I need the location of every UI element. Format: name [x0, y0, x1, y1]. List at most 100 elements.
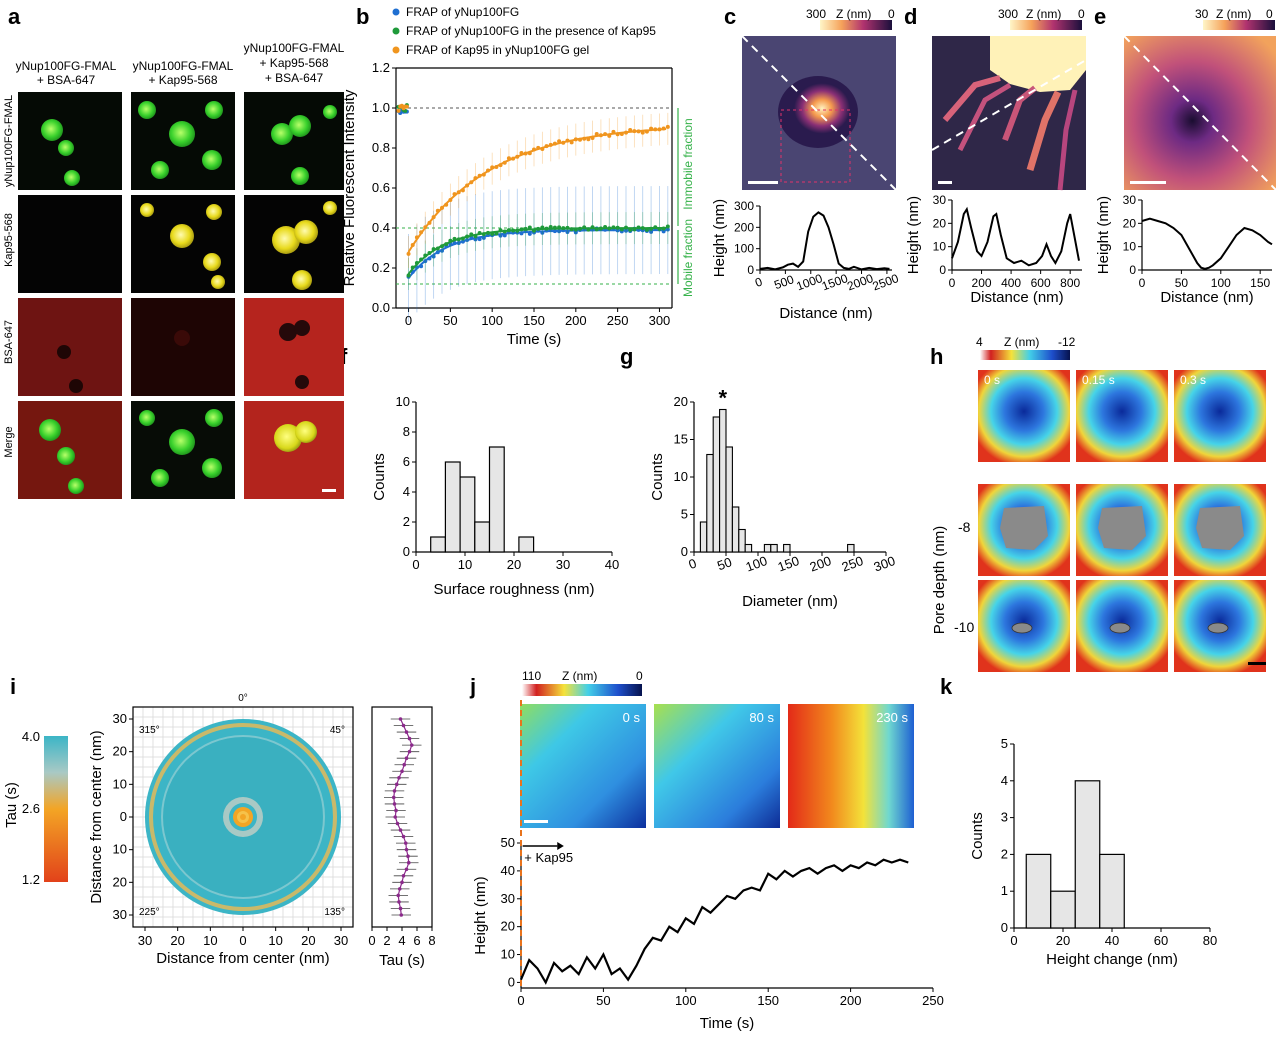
x-tick-label: 20	[170, 933, 184, 948]
y-axis-label: Counts	[649, 453, 666, 501]
x-tick-label: 100	[675, 993, 697, 1008]
y-tick-label: 0	[1129, 263, 1136, 277]
data-point	[666, 224, 670, 228]
x-tick-label: 100	[744, 553, 770, 575]
y-tick-label: 2	[1001, 846, 1008, 861]
panel-letter-e: e	[1094, 4, 1106, 29]
y-tick-label: 30	[113, 907, 127, 922]
panel-letter-b: b	[356, 4, 369, 29]
mobile-annotation: Mobile fraction	[681, 219, 695, 297]
h-tile-grid: 0 s 0.15 s 0.3 s	[978, 370, 1266, 672]
x-tick-label: 40	[1105, 933, 1119, 948]
x-axis-label: Distance from center (nm)	[156, 950, 329, 967]
angle-label: 225°	[139, 907, 160, 918]
legend-label: FRAP of yNup100FG in the presence of Kap…	[406, 24, 656, 38]
x-tick-label: 200	[840, 993, 862, 1008]
histogram-bar	[745, 545, 751, 553]
histogram-bar	[1026, 854, 1051, 928]
a-droplet	[295, 375, 309, 389]
c-scale-bar	[748, 181, 778, 184]
a-col-header-1-line-2: + BSA-647	[37, 73, 96, 87]
e-scale-bar	[1130, 181, 1166, 184]
a-droplet	[69, 379, 83, 393]
a-scale-bar	[322, 489, 336, 492]
c-colorbar-max: 300	[806, 7, 826, 21]
x-tick-label: 250	[607, 313, 629, 328]
y-tick-label: 5	[1001, 736, 1008, 751]
histogram-bar	[720, 410, 726, 553]
x-tick-label: 800	[1060, 276, 1080, 290]
y-tick-label: 10	[396, 394, 410, 409]
y-tick-label: 1.0	[372, 100, 390, 115]
a-droplet	[169, 429, 195, 455]
immobile-annotation: Immobile fraction	[681, 118, 695, 209]
h-time-label: 0 s	[984, 373, 1000, 387]
x-tick-label: 150	[523, 313, 545, 328]
j-time-1: 80 s	[749, 710, 774, 725]
y-tick-label: 10	[933, 240, 947, 254]
x-axis-label: Tau (s)	[379, 952, 425, 969]
y-tick-label: 20	[674, 394, 688, 409]
a-droplet	[206, 204, 222, 220]
y-tick-label: 8	[403, 424, 410, 439]
tau-ring	[240, 814, 246, 820]
i-colorbar-tick-min: 1.2	[22, 872, 40, 887]
j-colorbar-max: 110	[522, 669, 541, 683]
h-ylabel: Pore depth (nm)	[931, 526, 948, 634]
h-time-label: 0.15 s	[1082, 373, 1115, 387]
data-point	[397, 109, 401, 113]
panel-e-profile: 0 50 100 1500102030Distance (nm)Height (nm)	[1095, 193, 1272, 306]
a-droplet	[64, 170, 80, 186]
y-tick-label: 100	[734, 242, 754, 256]
j-colorbar	[522, 684, 642, 696]
y-tick-label: 0	[939, 263, 946, 277]
a-droplet	[205, 101, 223, 119]
d-colorbar-min: 0	[1078, 7, 1085, 21]
i-colorbar-title: Tau (s)	[3, 782, 20, 828]
y-tick-label: 4	[1001, 773, 1008, 788]
legend-marker	[393, 28, 400, 35]
h-pore-mask	[1208, 623, 1228, 633]
a-row-label-2: Kap95-568	[3, 213, 15, 267]
j-colorbar-title: Z (nm)	[562, 669, 597, 683]
j-colorbar-min: 0	[636, 669, 643, 683]
a-droplet	[58, 140, 74, 156]
panel-j-images: 110 Z (nm) 0 0 s 80 s 230 s	[520, 669, 914, 828]
y-tick-label: 20	[933, 216, 947, 230]
panel-letter-g: g	[620, 344, 633, 369]
panel-i: Tau (s) 4.0 2.6 1.2 0°45°135°225°315°303…	[3, 693, 353, 967]
y-tick-label: 10	[113, 842, 127, 857]
d-colorbar-max: 300	[998, 7, 1018, 21]
a-droplet	[57, 447, 75, 465]
x-axis-label: Surface roughness (nm)	[434, 581, 595, 598]
x-tick-label: 80	[1203, 933, 1217, 948]
a-droplet	[203, 253, 221, 271]
x-axis-label: Diameter (nm)	[742, 593, 838, 610]
histogram-bar	[784, 545, 790, 553]
y-tick-label: 50	[501, 835, 515, 850]
y-tick-label: 0	[1001, 920, 1008, 935]
h-colorbar	[980, 350, 1070, 360]
a-droplet	[294, 220, 318, 244]
x-tick-label: 10	[458, 557, 472, 572]
y-axis-label: Counts	[969, 812, 986, 860]
histogram-bar	[707, 455, 713, 553]
a-droplet	[151, 161, 169, 179]
x-tick-label: 40	[605, 557, 619, 572]
i-colorbar-tick-max: 4.0	[22, 729, 40, 744]
y-tick-label: 30	[933, 193, 947, 207]
profile-line	[952, 209, 1079, 265]
panel-letter-j: j	[469, 674, 476, 699]
c-colorbar-min: 0	[888, 7, 895, 21]
i-colorbar	[44, 736, 68, 882]
x-tick-label: 2	[383, 933, 390, 948]
c-colorbar	[820, 20, 892, 30]
x-tick-label: 0	[949, 276, 956, 290]
x-tick-label: 30	[556, 557, 570, 572]
j-time-2: 230 s	[876, 710, 908, 725]
a-droplet	[211, 275, 225, 289]
x-tick-label: 8	[428, 933, 435, 948]
x-tick-label: 100	[1211, 276, 1231, 290]
y-axis-label: Distance from center (nm)	[88, 730, 105, 903]
x-tick-label: 20	[301, 933, 315, 948]
